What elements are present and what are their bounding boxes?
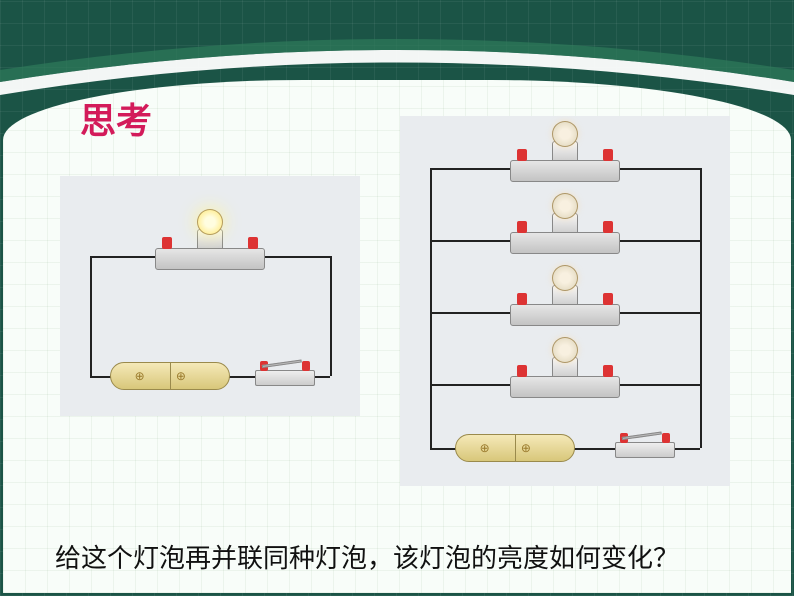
bulb-fixture <box>510 304 620 326</box>
terminal-icon <box>162 237 172 249</box>
slide-title: 思考 <box>80 92 152 144</box>
bulb-fixture <box>510 160 620 182</box>
bulb-icon <box>552 121 578 147</box>
terminal-icon <box>603 365 613 377</box>
switch-icon <box>255 370 315 386</box>
terminal-icon <box>517 221 527 233</box>
terminal-icon <box>603 149 613 161</box>
bulb-icon <box>552 265 578 291</box>
bulb-icon <box>552 337 578 363</box>
question-text: 给这个灯泡再并联同种灯泡，该灯泡的亮度如何变化？ <box>55 539 745 578</box>
terminal-icon <box>248 237 258 249</box>
circuit-single-bulb <box>60 176 360 416</box>
bulb-fixture <box>510 232 620 254</box>
terminal-icon <box>603 293 613 305</box>
bulb-fixture <box>155 248 265 270</box>
terminal-icon <box>517 293 527 305</box>
terminal-icon <box>517 149 527 161</box>
bulb-icon <box>197 209 223 235</box>
terminal-icon <box>517 365 527 377</box>
terminal-icon <box>603 221 613 233</box>
bulb-fixture <box>510 376 620 398</box>
circuit-parallel-bulbs <box>400 116 730 486</box>
battery-icon <box>110 362 230 390</box>
battery-icon <box>455 434 575 462</box>
switch-icon <box>615 442 675 458</box>
bulb-icon <box>552 193 578 219</box>
